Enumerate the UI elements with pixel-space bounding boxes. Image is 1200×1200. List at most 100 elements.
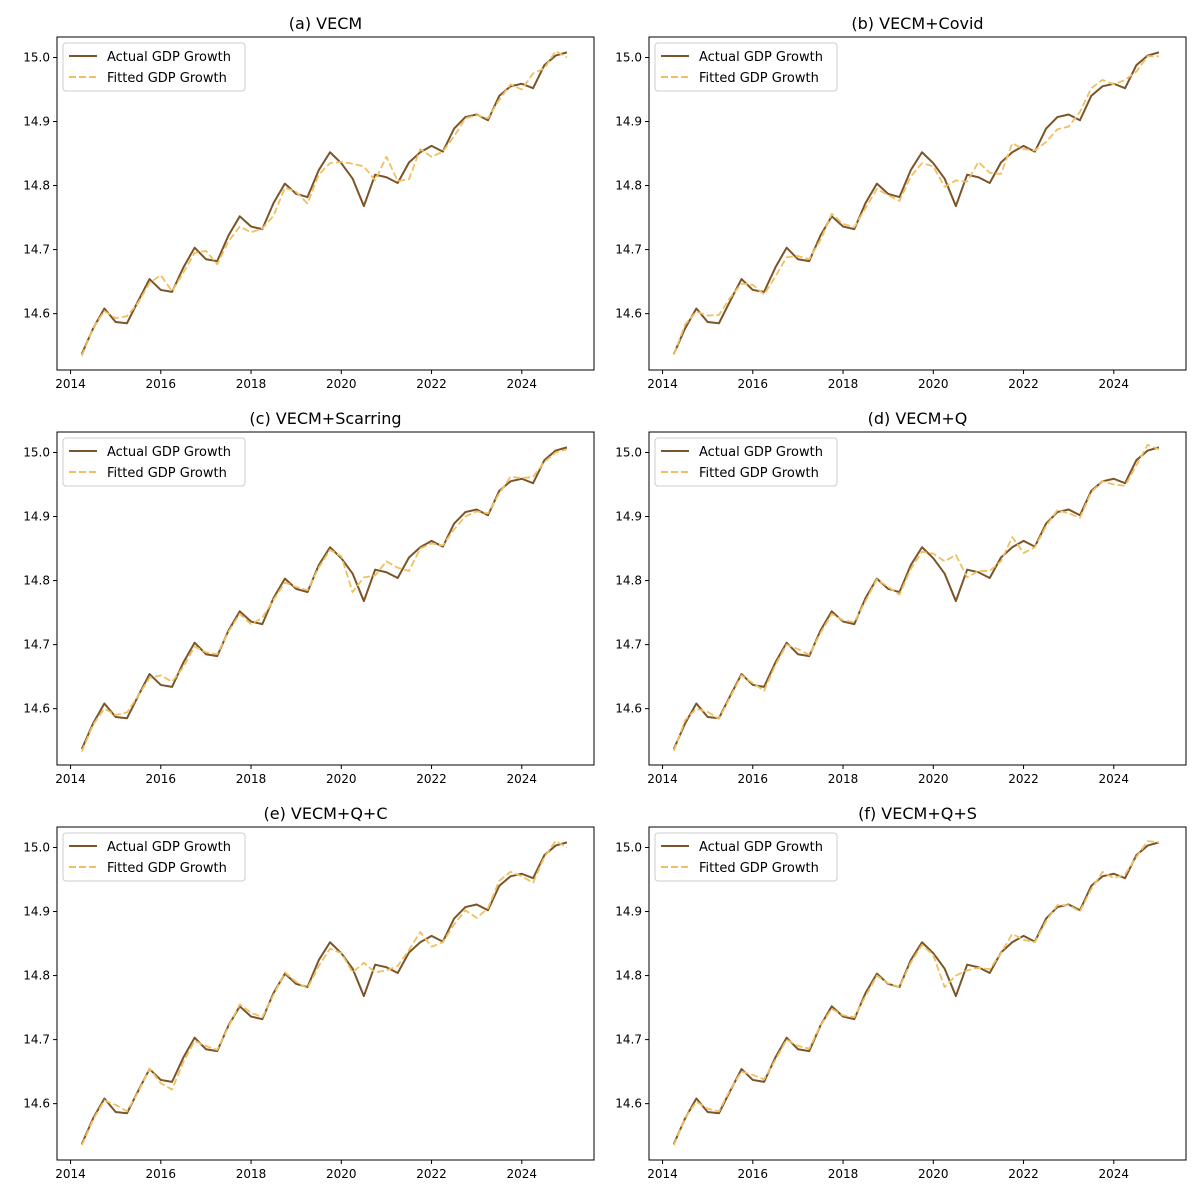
legend-fitted-label: Fitted GDP Growth [107, 861, 227, 876]
y-tick-label: 14.8 [23, 969, 50, 983]
legend: Actual GDP Growth Fitted GDP Growth [62, 437, 246, 487]
legend-box [62, 832, 246, 882]
x-tick-label: 2014 [55, 772, 86, 786]
x-tick-label: 2020 [918, 772, 949, 786]
legend-box [62, 437, 246, 487]
fitted-gdp-line [672, 55, 1159, 355]
actual-gdp-line [672, 51, 1160, 355]
legend-fitted-label: Fitted GDP Growth [107, 466, 227, 481]
y-tick-label: 14.7 [23, 638, 50, 652]
x-tick-label: 2022 [416, 377, 447, 391]
y-tick-label: 14.6 [23, 702, 50, 716]
y-tick-label: 14.9 [23, 905, 50, 919]
x-tick-label: 2024 [1099, 1167, 1130, 1181]
y-tick-label: 14.9 [23, 115, 50, 129]
chart-title: (f) VECM+Q+S [858, 804, 977, 823]
y-tick-label: 15.0 [23, 50, 50, 64]
fitted-gdp-line [672, 840, 1160, 1146]
legend: Actual GDP Growth Fitted GDP Growth [654, 832, 838, 882]
x-tick-label: 2022 [1008, 377, 1039, 391]
legend-actual-label: Actual GDP Growth [699, 445, 823, 460]
x-tick-label: 2014 [55, 1167, 86, 1181]
x-tick-label: 2020 [326, 1167, 357, 1181]
y-tick-label: 15.0 [23, 445, 50, 459]
actual-gdp-line [672, 446, 1160, 750]
legend-fitted-label: Fitted GDP Growth [699, 466, 819, 481]
actual-gdp-line [80, 51, 568, 355]
x-tick-label: 2018 [828, 377, 859, 391]
x-tick-label: 2018 [236, 377, 267, 391]
y-tick-label: 15.0 [23, 840, 50, 854]
y-tick-label: 14.8 [615, 969, 642, 983]
y-tick-label: 14.9 [615, 905, 642, 919]
legend-fitted-label: Fitted GDP Growth [699, 861, 819, 876]
axes-frame [56, 36, 595, 371]
y-tick-label: 14.6 [615, 307, 642, 321]
x-tick-label: 2020 [326, 377, 357, 391]
x-tick-label: 2022 [1008, 772, 1039, 786]
x-tick-label: 2014 [55, 377, 86, 391]
fitted-gdp-line [80, 448, 568, 752]
legend-box [62, 42, 246, 92]
x-tick-label: 2018 [236, 1167, 267, 1181]
y-tick-label: 14.9 [615, 510, 642, 524]
x-tick-label: 2024 [507, 772, 538, 786]
legend-box [654, 832, 838, 882]
legend-box [654, 42, 838, 92]
y-tick-label: 14.7 [615, 638, 642, 652]
x-tick-label: 2022 [1008, 1167, 1039, 1181]
chart-title: (a) VECM [289, 14, 362, 33]
legend: Actual GDP Growth Fitted GDP Growth [62, 42, 246, 92]
y-tick-label: 14.8 [615, 574, 642, 588]
fitted-gdp-line [80, 840, 568, 1146]
chart-panel-6: (f) VECM+Q+S 2014 2016 2018 2020 2022 2024 14.6… [615, 804, 1187, 1181]
y-tick-label: 14.7 [23, 1033, 50, 1047]
legend-fitted-label: Fitted GDP Growth [107, 71, 227, 86]
axes-frame [56, 431, 595, 766]
legend-box [654, 437, 838, 487]
x-tick-label: 2020 [918, 1167, 949, 1181]
legend-actual-label: Actual GDP Growth [107, 50, 231, 65]
y-tick-label: 14.7 [615, 243, 642, 257]
actual-gdp-line [80, 841, 568, 1145]
y-tick-label: 14.8 [23, 574, 50, 588]
x-tick-label: 2016 [738, 377, 769, 391]
chart-title: (b) VECM+Covid [851, 14, 983, 33]
y-tick-label: 14.6 [23, 1097, 50, 1111]
chart-panel-2: (b) VECM+Covid 2014 2016 2018 2020 2022 2024 14… [615, 14, 1187, 391]
y-tick-label: 14.7 [23, 243, 50, 257]
x-tick-label: 2020 [918, 377, 949, 391]
chart-title: (c) VECM+Scarring [249, 409, 401, 428]
y-tick-label: 14.6 [615, 702, 642, 716]
fitted-gdp-line [80, 50, 568, 357]
chart-panel-1: (a) VECM 2014 2016 2018 2020 2022 2024 14.6 14.7… [23, 14, 595, 391]
actual-gdp-line [672, 841, 1160, 1145]
legend-actual-label: Actual GDP Growth [699, 840, 823, 855]
legend-actual-label: Actual GDP Growth [107, 445, 231, 460]
y-tick-label: 15.0 [615, 840, 642, 854]
legend-actual-label: Actual GDP Growth [699, 50, 823, 65]
y-tick-label: 14.7 [615, 1033, 642, 1047]
x-tick-label: 2016 [146, 1167, 177, 1181]
x-tick-label: 2024 [1099, 772, 1130, 786]
x-tick-label: 2016 [146, 772, 177, 786]
axes-frame [56, 826, 595, 1161]
chart-panel-5: (e) VECM+Q+C 2014 2016 2018 2020 2022 2024 14.6… [23, 804, 595, 1181]
y-tick-label: 14.6 [23, 307, 50, 321]
y-tick-label: 15.0 [615, 50, 642, 64]
y-tick-label: 14.6 [615, 1097, 642, 1111]
legend: Actual GDP Growth Fitted GDP Growth [654, 42, 838, 92]
axes-frame [648, 826, 1187, 1161]
x-tick-label: 2016 [738, 1167, 769, 1181]
axes-frame [648, 431, 1187, 766]
y-tick-label: 14.8 [615, 179, 642, 193]
legend-actual-label: Actual GDP Growth [107, 840, 231, 855]
x-tick-label: 2022 [416, 1167, 447, 1181]
fitted-gdp-line [672, 443, 1160, 752]
y-tick-label: 14.8 [23, 179, 50, 193]
chart-title: (d) VECM+Q [868, 409, 968, 428]
x-tick-label: 2024 [1099, 377, 1130, 391]
x-tick-label: 2018 [828, 772, 859, 786]
x-tick-label: 2018 [236, 772, 267, 786]
